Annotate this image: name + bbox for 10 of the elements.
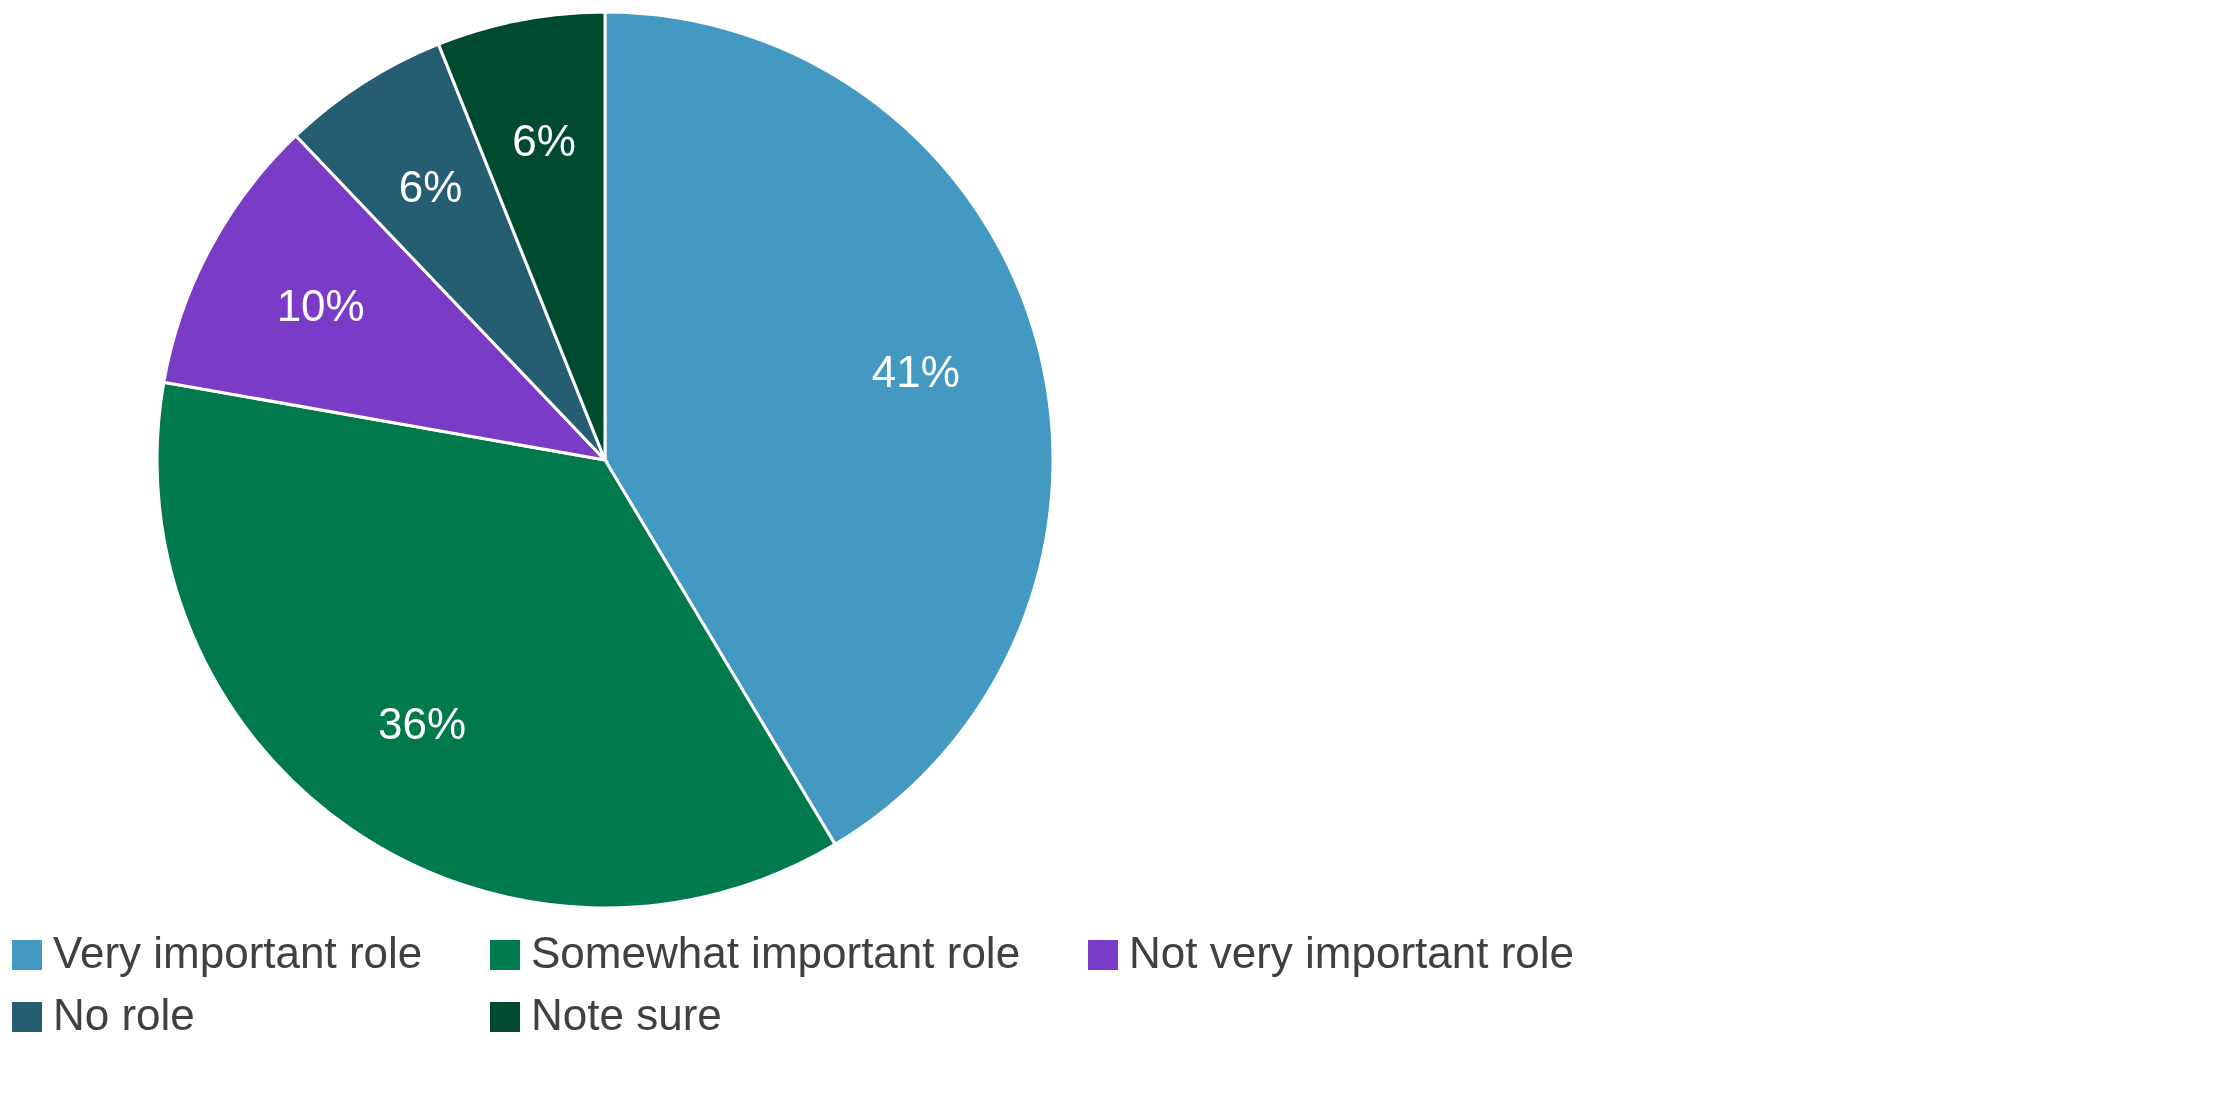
legend-label: Very important role (53, 928, 423, 977)
data-label: 6% (398, 161, 463, 211)
legend-label: Somewhat important role (531, 928, 1021, 977)
legend-label: Note sure (531, 990, 722, 1039)
data-label: 36% (378, 698, 467, 748)
legend-label: Not very important role (1129, 928, 1575, 977)
data-label: 41% (871, 347, 960, 397)
data-label: 10% (276, 280, 365, 330)
data-label: 6% (512, 116, 576, 166)
legend-label: No role (53, 990, 195, 1039)
